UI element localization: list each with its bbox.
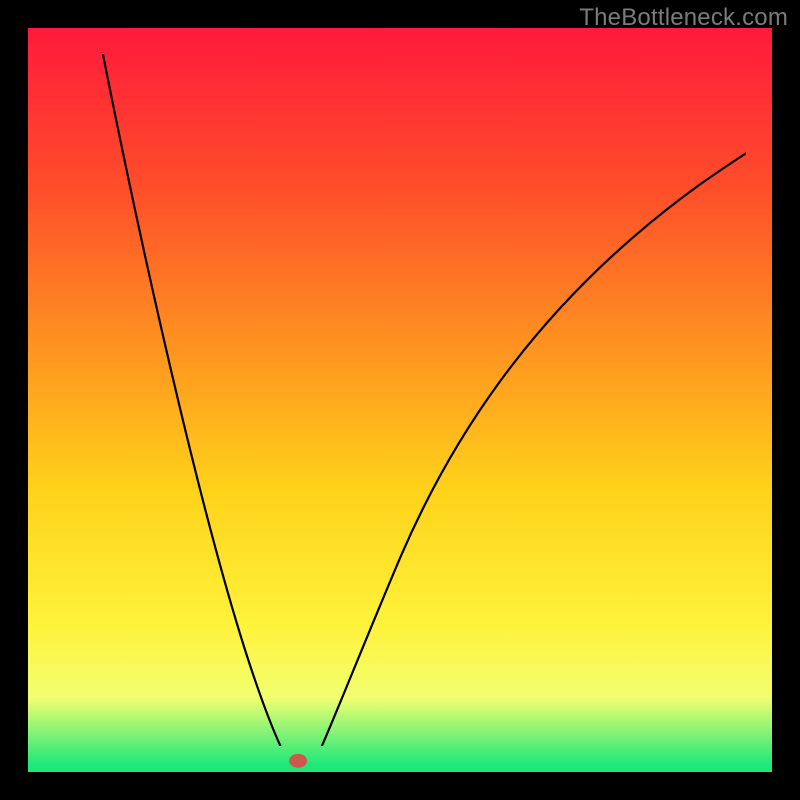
curve-left-branch <box>98 28 298 777</box>
bottleneck-marker <box>289 754 307 768</box>
curve-right-branch <box>307 140 772 777</box>
watermark-label: TheBottleneck.com <box>579 4 788 31</box>
curve-layer <box>0 0 800 800</box>
chart-frame: TheBottleneck.com <box>0 0 800 800</box>
watermark-text: TheBottleneck.com <box>579 4 788 32</box>
